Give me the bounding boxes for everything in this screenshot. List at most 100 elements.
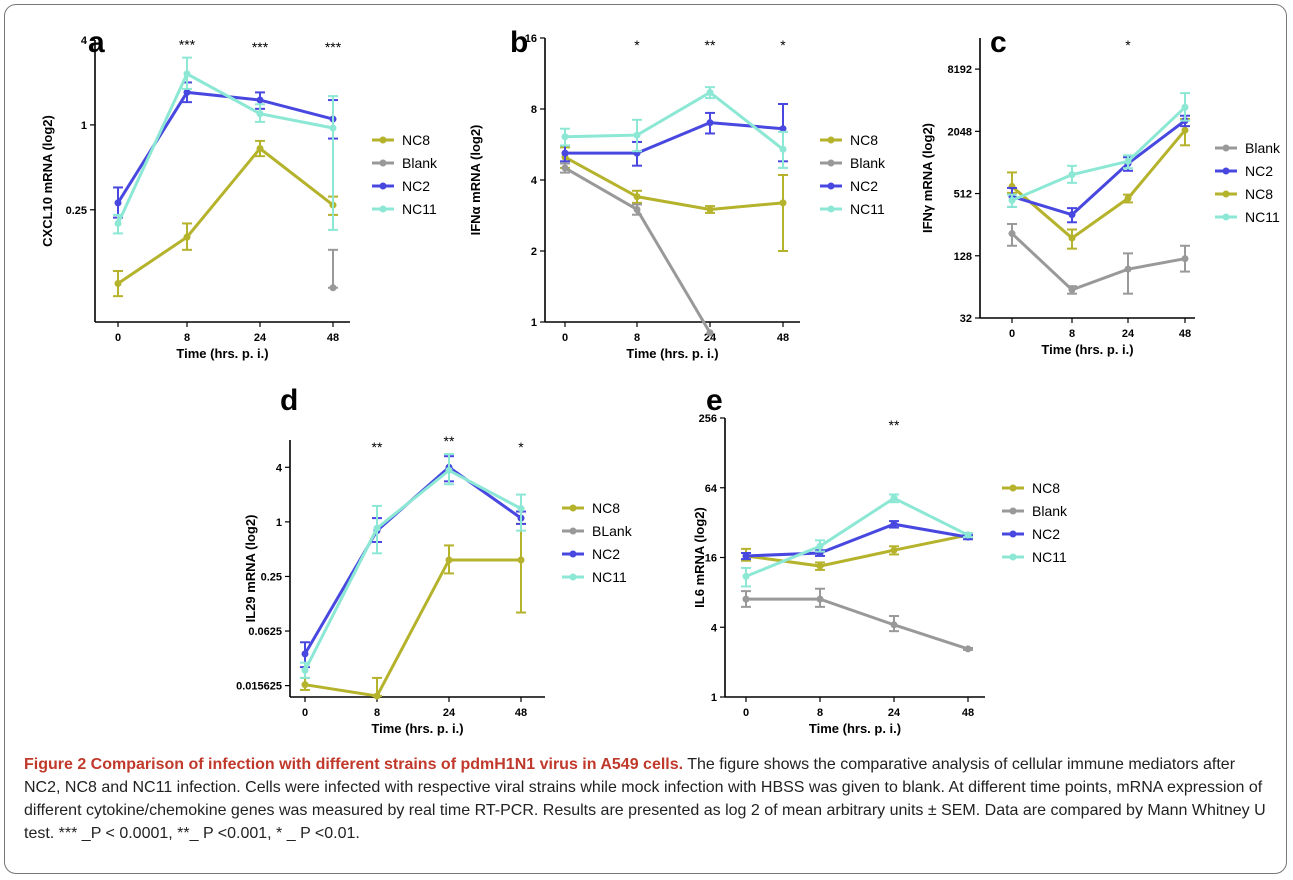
y-tick-label: 1 [711, 692, 717, 704]
legend-marker [1222, 167, 1230, 175]
y-tick-label: 4 [531, 175, 538, 187]
legend-marker [827, 205, 835, 213]
data-point-nc11 [1008, 196, 1016, 204]
data-point-nc2 [1068, 211, 1076, 219]
x-tick-label: 8 [184, 332, 190, 344]
series-line-nc11 [303, 468, 522, 672]
legend-label: NC11 [402, 201, 437, 217]
y-axis-label: IL6 mRNA (log2) [692, 507, 707, 608]
data-point-nc8 [114, 280, 122, 288]
data-point-nc2 [561, 149, 569, 157]
series-line-nc8 [1011, 129, 1187, 240]
data-point-nc2 [183, 88, 191, 96]
legend-marker [827, 159, 835, 167]
legend-label: NC8 [1032, 480, 1060, 496]
legend-label: Blank [1032, 503, 1068, 519]
y-tick-label: 128 [954, 251, 972, 263]
data-point-nc8 [890, 546, 898, 554]
x-tick-label: 8 [817, 707, 823, 719]
y-tick-label: 4 [711, 622, 718, 634]
legend-label: NC2 [1032, 526, 1060, 542]
data-point-nc2 [256, 96, 264, 104]
x-tick-label: 0 [1009, 328, 1015, 340]
x-axis-label: Time (hrs. p. i.) [371, 721, 463, 736]
data-point-nc11 [964, 531, 972, 539]
y-tick-label: 1 [81, 120, 87, 132]
data-point-nc8 [816, 562, 824, 570]
legend-marker [379, 205, 387, 213]
data-point-nc11 [373, 524, 381, 532]
series-line-blank [1010, 232, 1186, 292]
legend-marker [1009, 553, 1017, 561]
x-tick-label: 48 [1179, 328, 1191, 340]
y-tick-label: 2048 [948, 126, 972, 138]
panel-letter: e [706, 384, 723, 417]
x-axis-label: Time (hrs. p. i.) [809, 721, 901, 736]
data-point-nc8 [633, 193, 641, 201]
legend-label: Blank [402, 155, 438, 171]
data-point-blank [1181, 255, 1189, 263]
x-tick-label: 0 [115, 332, 121, 344]
data-point-nc8 [445, 556, 453, 564]
chart-b: 16 8 4 2 1 0 8 24 48 Time (hrs. p. i.) IFNα mRNA (… [468, 26, 886, 361]
series-line-nc11 [116, 71, 334, 225]
series-line-nc8 [304, 558, 521, 698]
data-point-nc11 [633, 131, 641, 139]
chart-c: 8192 2048 512 128 32 0 8 24 48 Time (hrs. p. i.) I… [920, 26, 1281, 357]
legend-label: NC8 [592, 500, 620, 516]
data-point-nc8 [1124, 194, 1132, 202]
legend-label: NC2 [850, 178, 878, 194]
significance-mark: *** [252, 39, 269, 55]
data-point-blank [329, 284, 337, 292]
data-point-nc11 [445, 466, 453, 474]
panel-letter: d [280, 384, 298, 417]
y-tick-label: 0.25 [66, 205, 87, 217]
data-point-nc2 [779, 125, 787, 133]
data-point-blank [1068, 286, 1076, 294]
chart-e: 256 64 16 4 1 0 8 24 48 Time (hrs. p. i.) IL6 mRNA… [692, 384, 1068, 736]
legend-label: NC8 [402, 132, 430, 148]
legend-marker [827, 182, 835, 190]
data-point-nc2 [301, 650, 309, 658]
series-line-blank [746, 597, 969, 651]
caption-title: Figure 2 Comparison of infection with di… [24, 756, 684, 773]
data-point-blank [1008, 230, 1016, 238]
panel-letter: a [88, 26, 105, 59]
data-point-blank [742, 595, 750, 603]
data-point-nc8 [1068, 234, 1076, 242]
figure-caption: Figure 2 Comparison of infection with di… [24, 753, 1274, 845]
series-line-nc8 [117, 146, 334, 285]
data-point-nc8 [373, 692, 381, 700]
y-tick-label: 2 [531, 246, 537, 258]
significance-mark: * [518, 439, 524, 455]
x-tick-label: 48 [327, 332, 339, 344]
figure-frame [4, 4, 1287, 874]
data-point-blank [561, 164, 569, 172]
y-tick-label: 0.25 [261, 571, 282, 583]
x-tick-label: 24 [443, 707, 456, 719]
y-tick-label: 64 [705, 483, 718, 495]
significance-mark: *** [325, 39, 342, 55]
data-point-nc11 [706, 88, 714, 96]
legend-label: NC11 [592, 569, 627, 585]
legend-label: NC2 [592, 546, 620, 562]
x-tick-label: 24 [704, 332, 717, 344]
legend-marker [1222, 190, 1230, 198]
series-line-nc11 [564, 90, 784, 151]
series-line-nc11 [1011, 106, 1187, 202]
caption-body: The figure shows the comparative analysi… [24, 756, 1266, 842]
data-point-nc11 [183, 70, 191, 78]
x-axis-label: Time (hrs. p. i.) [1041, 342, 1133, 357]
significance-mark: *** [179, 37, 196, 53]
y-tick-label: 16 [525, 33, 537, 45]
series-line-nc2 [116, 90, 334, 204]
y-tick-label: 0.015625 [236, 681, 282, 693]
y-tick-label: 8192 [948, 64, 972, 76]
x-tick-label: 24 [1122, 328, 1135, 340]
panel-a: 4 1 0.25 0 8 24 48 Time (hrs. p. i.) CXCL10 mRNA… [0, 0, 438, 385]
panel-b: 16 8 4 2 1 0 8 24 48 Time (hrs. p. i.) IFNα mRNA (… [420, 0, 886, 385]
data-point-nc8 [1181, 126, 1189, 134]
data-point-blank [816, 595, 824, 603]
y-tick-label: 512 [954, 189, 972, 201]
y-tick-label: 4 [81, 35, 88, 47]
